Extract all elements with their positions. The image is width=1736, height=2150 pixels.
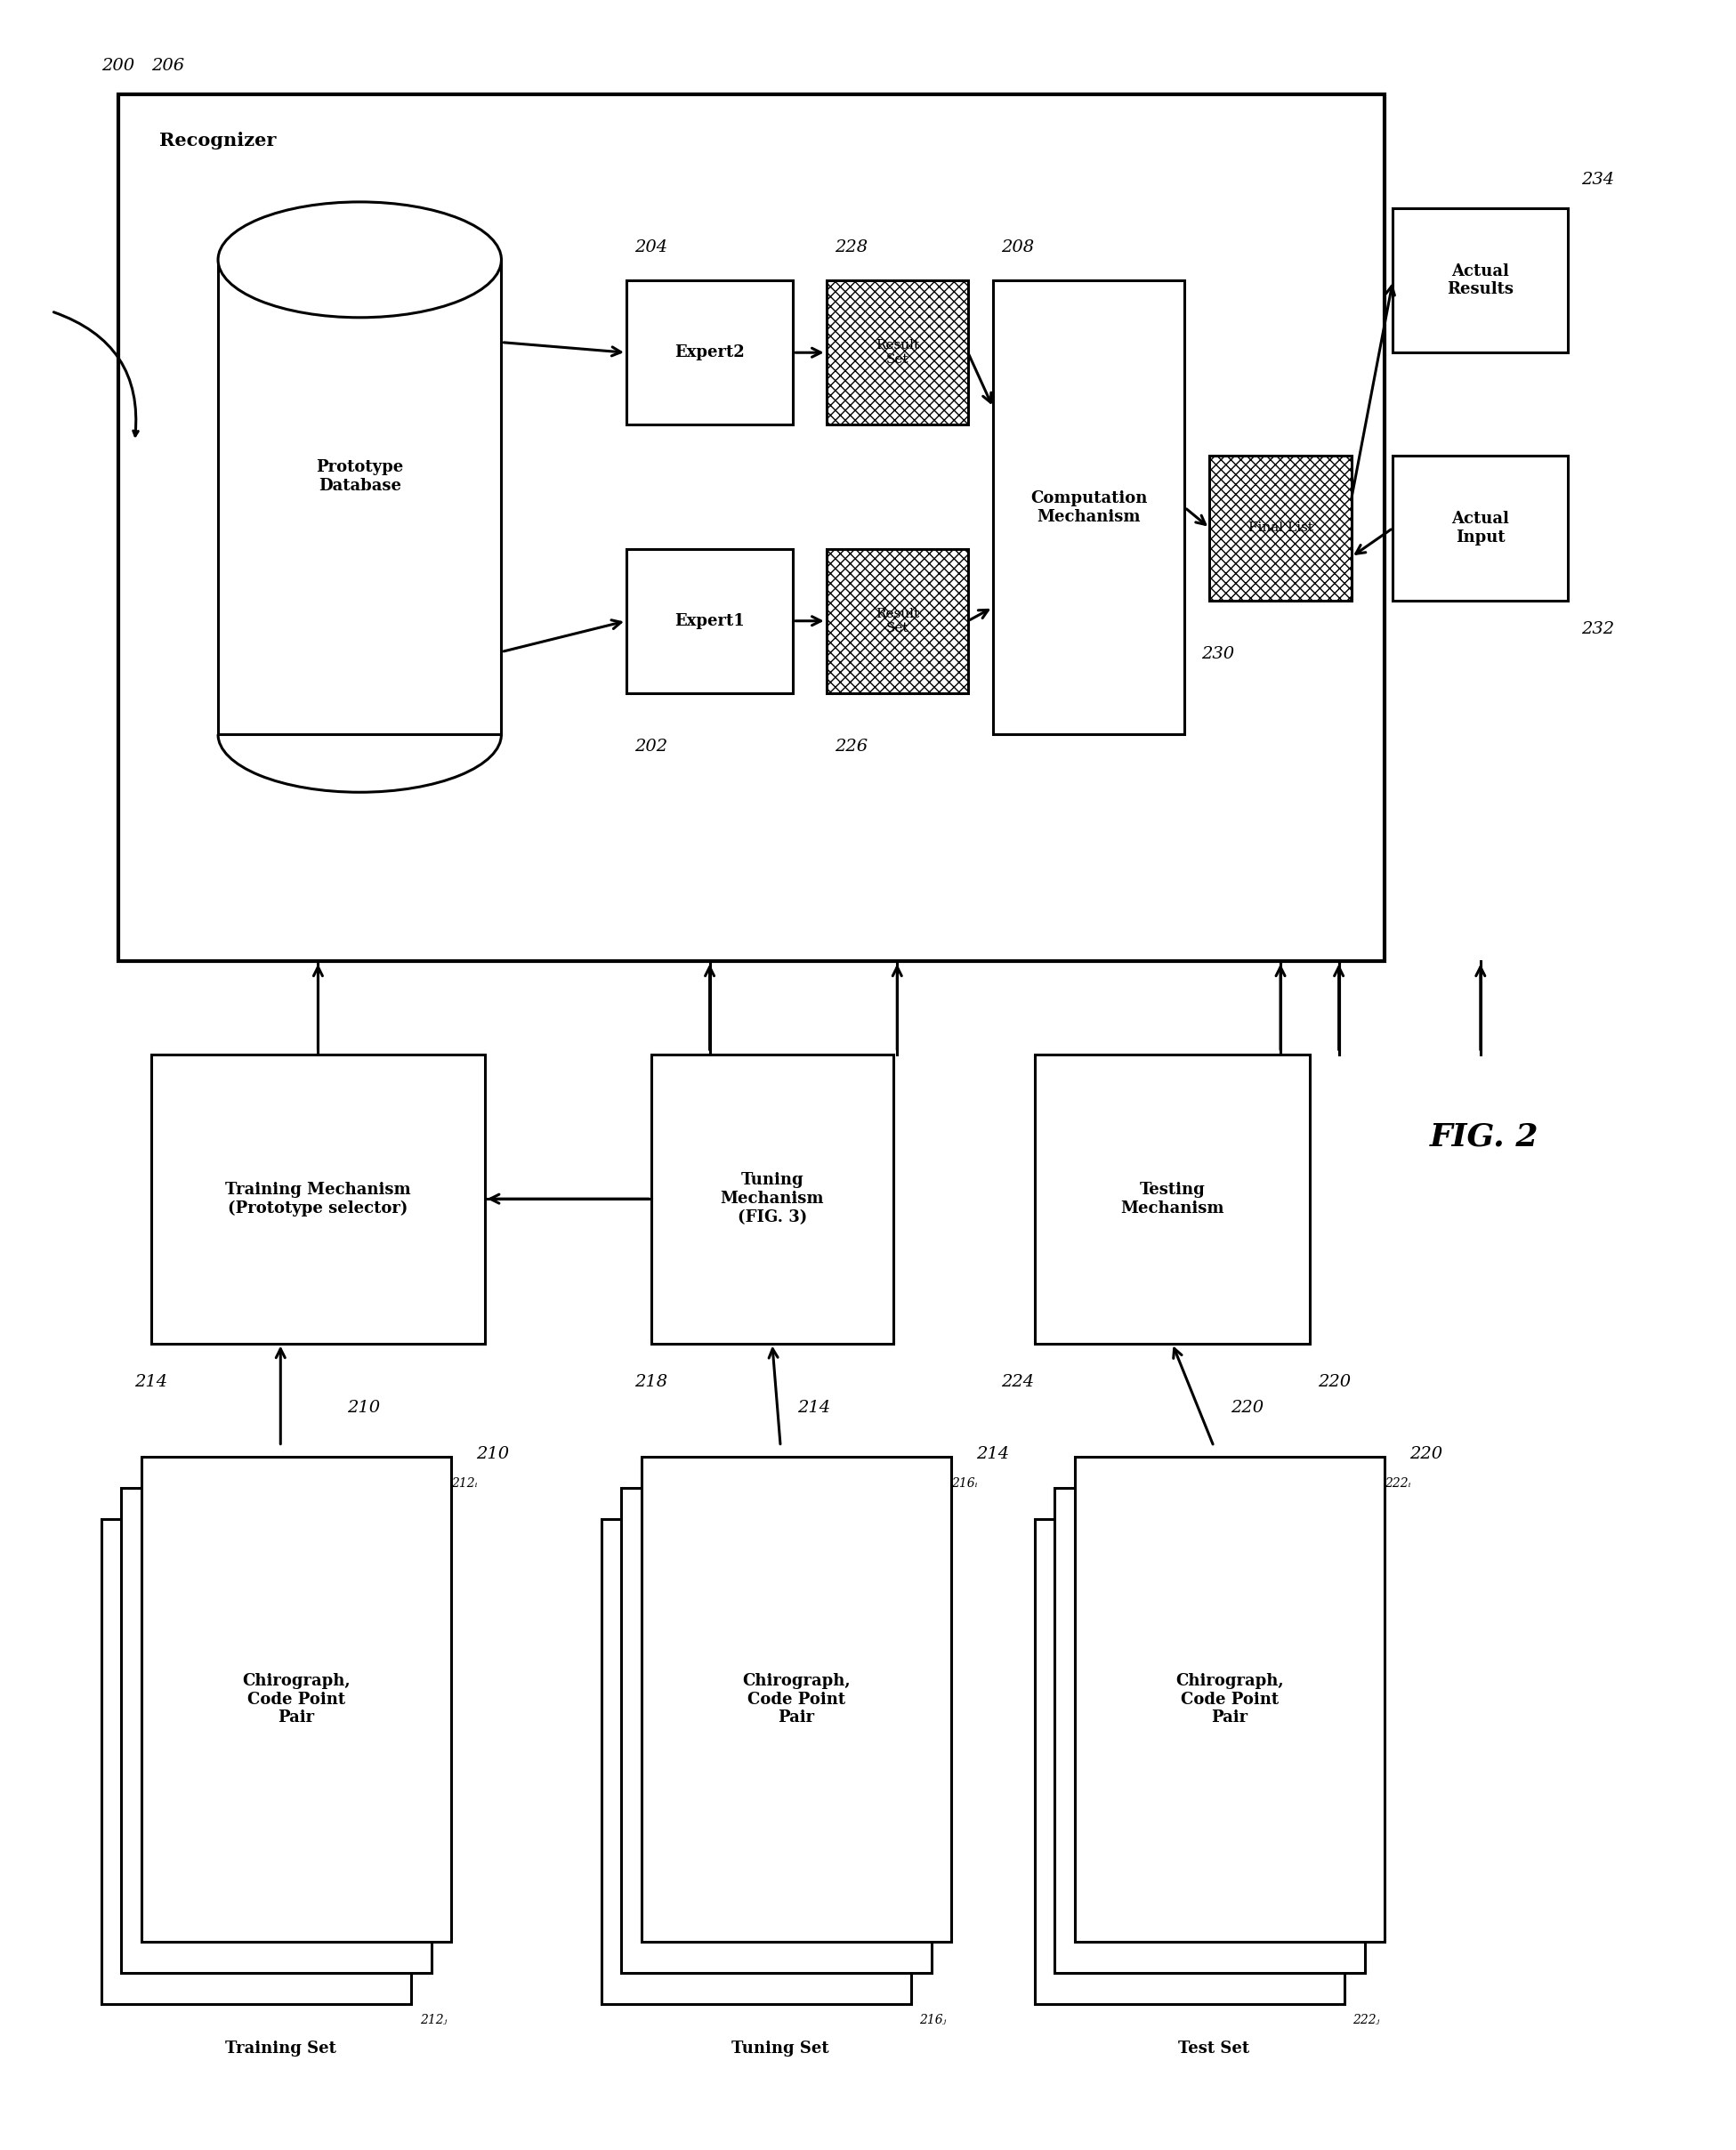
Text: Expert2: Expert2 <box>675 344 745 361</box>
Bar <box>627 548 793 692</box>
Text: Final List: Final List <box>1248 522 1312 533</box>
Text: 232: 232 <box>1581 621 1614 636</box>
Text: Chirograph,
Code Point
Pair: Chirograph, Code Point Pair <box>243 1673 351 1726</box>
Bar <box>1392 456 1568 600</box>
Text: Prototype
Database: Prototype Database <box>316 460 403 495</box>
Bar <box>1035 1054 1309 1344</box>
Bar <box>118 95 1385 961</box>
Text: Chirograph,
Code Point
Pair: Chirograph, Code Point Pair <box>743 1673 851 1726</box>
Text: 206: 206 <box>151 58 184 73</box>
Bar <box>1055 1488 1364 1974</box>
Text: 200: 200 <box>101 58 134 73</box>
Text: Actual
Results: Actual Results <box>1448 262 1514 297</box>
Text: Training Mechanism
(Prototype selector): Training Mechanism (Prototype selector) <box>226 1183 411 1217</box>
Bar <box>826 280 969 426</box>
Text: Testing
Mechanism: Testing Mechanism <box>1120 1183 1224 1217</box>
Text: Tuning
Mechanism
(FIG. 3): Tuning Mechanism (FIG. 3) <box>720 1172 825 1226</box>
Text: Chirograph,
Code Point
Pair: Chirograph, Code Point Pair <box>1175 1673 1283 1726</box>
Bar <box>219 260 502 735</box>
Text: Result
Set: Result Set <box>875 340 918 366</box>
Text: 234: 234 <box>1581 172 1614 187</box>
Text: 204: 204 <box>635 239 668 256</box>
Text: 214: 214 <box>135 1374 168 1391</box>
Bar <box>122 1488 431 1974</box>
Text: Tuning Set: Tuning Set <box>733 2040 830 2058</box>
Text: Test Set: Test Set <box>1179 2040 1250 2058</box>
Bar <box>1075 1458 1385 1941</box>
Text: 212ᵢ: 212ᵢ <box>451 1477 477 1490</box>
Ellipse shape <box>219 202 502 318</box>
Text: 208: 208 <box>1002 239 1035 256</box>
Bar <box>1210 456 1351 600</box>
Text: Recognizer: Recognizer <box>160 131 276 151</box>
Text: 214: 214 <box>797 1400 830 1415</box>
Bar <box>621 1488 930 1974</box>
Text: 222ⱼ: 222ⱼ <box>1352 2015 1380 2027</box>
Text: 210: 210 <box>347 1400 380 1415</box>
Text: 222ᵢ: 222ᵢ <box>1385 1477 1411 1490</box>
Bar <box>1210 456 1351 600</box>
Bar <box>651 1054 892 1344</box>
Text: 212ⱼ: 212ⱼ <box>420 2015 446 2027</box>
Text: 228: 228 <box>835 239 868 256</box>
Text: FIG. 2: FIG. 2 <box>1430 1122 1540 1152</box>
Text: 216ⱼ: 216ⱼ <box>920 2015 946 2027</box>
Bar <box>601 1518 911 2004</box>
Bar <box>141 1458 451 1941</box>
Text: 230: 230 <box>1201 645 1234 662</box>
Bar <box>1392 209 1568 353</box>
Text: Computation
Mechanism: Computation Mechanism <box>1031 490 1147 525</box>
Bar <box>826 548 969 692</box>
Text: Expert1: Expert1 <box>675 613 745 630</box>
Bar <box>627 280 793 426</box>
Text: 224: 224 <box>1002 1374 1035 1391</box>
Bar <box>101 1518 411 2004</box>
Bar <box>826 548 969 692</box>
Text: 210: 210 <box>476 1447 509 1462</box>
Text: 218: 218 <box>635 1374 668 1391</box>
Bar <box>151 1054 484 1344</box>
Text: Actual
Input: Actual Input <box>1451 512 1509 546</box>
Text: 220: 220 <box>1231 1400 1264 1415</box>
Bar <box>641 1458 951 1941</box>
Text: 220: 220 <box>1318 1374 1351 1391</box>
Bar <box>826 280 969 426</box>
Text: 202: 202 <box>635 740 668 755</box>
Text: 226: 226 <box>835 740 868 755</box>
Text: 220: 220 <box>1410 1447 1443 1462</box>
Text: Training Set: Training Set <box>226 2040 337 2058</box>
Bar <box>1035 1518 1345 2004</box>
Text: 214: 214 <box>976 1447 1009 1462</box>
Text: Result
Set: Result Set <box>875 608 918 634</box>
Text: 216ᵢ: 216ᵢ <box>951 1477 977 1490</box>
Bar <box>993 280 1184 735</box>
